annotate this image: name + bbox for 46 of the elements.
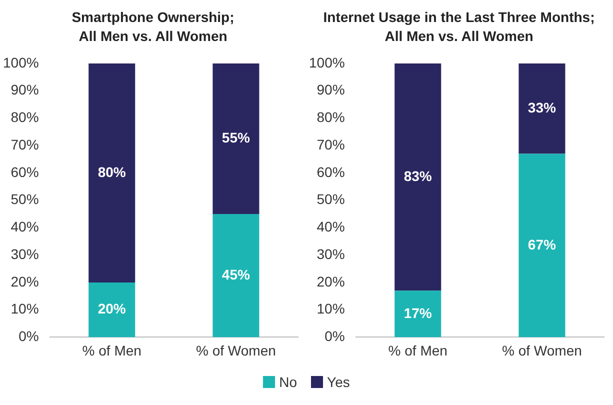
y-tick-label: 70% [316, 136, 345, 152]
legend-label: Yes [327, 374, 350, 390]
bar [394, 290, 442, 338]
y-tick-label: 20% [316, 273, 345, 290]
bar [394, 63, 442, 291]
y-tick-label: 50% [316, 191, 345, 208]
y-tick-label: 90% [10, 82, 39, 98]
y-tick-label: 90% [316, 82, 345, 98]
x-tick-label: % of Women [502, 342, 582, 358]
bar [212, 214, 260, 338]
data-label: 67% [528, 236, 557, 252]
bar [518, 154, 566, 338]
chart-title: Smartphone Ownership; All Men vs. All Women [70, 8, 236, 46]
y-tick-label: 100% [2, 54, 39, 70]
y-tick-label: 100% [308, 54, 345, 70]
data-label: 45% [222, 266, 251, 282]
x-tick-label: % of Men [388, 342, 448, 358]
data-label: 80% [98, 164, 126, 180]
data-label: 33% [528, 99, 557, 116]
x-tick-label: % of Women [196, 342, 276, 358]
y-tick-label: 80% [10, 109, 39, 126]
y-tick-label: 10% [10, 300, 39, 317]
bar [518, 63, 566, 154]
chart-title: Internet Usage in the Last Three Months; All Men vs. All Women [322, 8, 596, 46]
bar [212, 63, 260, 214]
data-label: 17% [404, 304, 432, 321]
legend-label: No [279, 374, 298, 390]
bar [88, 282, 136, 338]
y-tick-label: 80% [316, 109, 345, 126]
y-tick-label: 60% [10, 164, 39, 180]
y-tick-label: 30% [316, 246, 345, 262]
y-tick-label: 40% [10, 218, 39, 235]
y-tick-label: 40% [316, 218, 345, 235]
y-tick-label: 0% [324, 328, 345, 344]
data-label: 55% [222, 130, 251, 146]
y-tick-label: 50% [10, 191, 39, 208]
y-tick-label: 0% [18, 328, 39, 344]
y-tick-label: 10% [316, 300, 345, 317]
y-tick-label: 30% [10, 246, 39, 262]
data-label: 83% [404, 168, 432, 184]
x-tick-label: % of Men [82, 342, 142, 358]
y-tick-label: 70% [10, 136, 39, 152]
y-tick-label: 60% [316, 164, 345, 180]
data-label: 20% [98, 300, 126, 317]
y-tick-label: 20% [10, 273, 39, 290]
bar [88, 63, 136, 282]
